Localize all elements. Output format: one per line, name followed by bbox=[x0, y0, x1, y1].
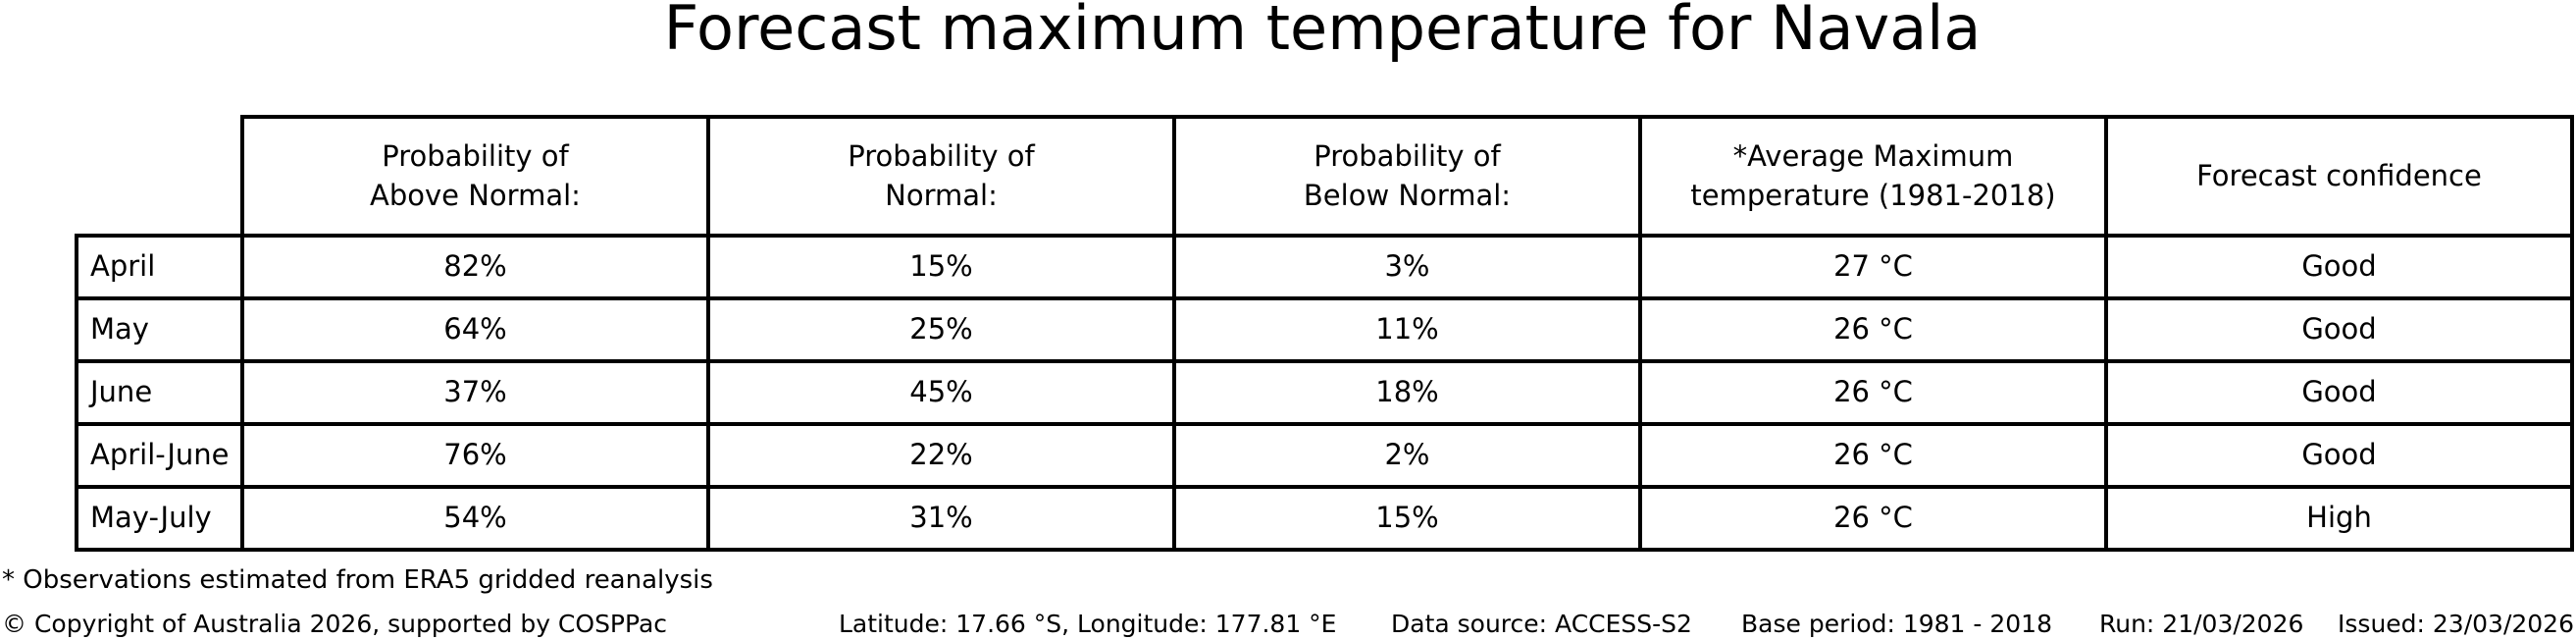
table-cell: 25% bbox=[706, 296, 1176, 363]
table-cell: 18% bbox=[1172, 359, 1642, 426]
page-title: Forecast maximum temperature for Navala bbox=[663, 0, 1982, 64]
table-cell: 15% bbox=[706, 234, 1176, 300]
table-cell: 82% bbox=[240, 234, 710, 300]
table-row-april-june: April-June 76% 22% 2% 26 °C Good bbox=[75, 422, 2574, 489]
table-cell: High bbox=[2104, 485, 2574, 552]
table-cell: 15% bbox=[1172, 485, 1642, 552]
table-cell: Good bbox=[2104, 422, 2574, 489]
table-cell: 3% bbox=[1172, 234, 1642, 300]
row-label: June bbox=[75, 359, 244, 426]
table-cell: 64% bbox=[240, 296, 710, 363]
table-cell: 26 °C bbox=[1638, 485, 2108, 552]
table-cell: Good bbox=[2104, 234, 2574, 300]
table-row-april: April 82% 15% 3% 27 °C Good bbox=[75, 234, 2574, 300]
table-cell: 76% bbox=[240, 422, 710, 489]
table-cell: 31% bbox=[706, 485, 1176, 552]
lat-lon-text: Latitude: 17.66 °S, Longitude: 177.81 °E bbox=[839, 610, 1337, 638]
data-source-text: Data source: ACCESS-S2 bbox=[1391, 610, 1692, 638]
table-header-row: Probability of Above Normal: Probability… bbox=[77, 115, 2574, 238]
table-cell: 54% bbox=[240, 485, 710, 552]
table-cell: 26 °C bbox=[1638, 422, 2108, 489]
row-label: April-June bbox=[75, 422, 244, 489]
corner-spacer-cell bbox=[77, 117, 242, 236]
table-cell: 27 °C bbox=[1638, 234, 2108, 300]
table-cell: Good bbox=[2104, 296, 2574, 363]
issued-date-text: Issued: 23/03/2026 bbox=[2338, 610, 2574, 638]
column-header-above-normal: Probability of Above Normal: bbox=[240, 115, 710, 238]
column-header-forecast-confidence: Forecast confidence bbox=[2104, 115, 2574, 238]
copyright-text: © Copyright of Australia 2026, supported… bbox=[2, 610, 668, 638]
column-header-normal: Probability of Normal: bbox=[706, 115, 1176, 238]
table-row-may-july: May-July 54% 31% 15% 26 °C High bbox=[75, 485, 2574, 552]
row-label: April bbox=[75, 234, 244, 300]
table-cell: 26 °C bbox=[1638, 359, 2108, 426]
table-row-june: June 37% 45% 18% 26 °C Good bbox=[75, 359, 2574, 426]
table-cell: Good bbox=[2104, 359, 2574, 426]
table-cell: 22% bbox=[706, 422, 1176, 489]
run-date-text: Run: 21/03/2026 bbox=[2099, 610, 2304, 638]
column-header-below-normal: Probability of Below Normal: bbox=[1172, 115, 1642, 238]
forecast-table: Probability of Above Normal: Probability… bbox=[75, 115, 2574, 552]
table-cell: 2% bbox=[1172, 422, 1642, 489]
table-cell: 11% bbox=[1172, 296, 1642, 363]
table-row-may: May 64% 25% 11% 26 °C Good bbox=[75, 296, 2574, 363]
row-label: May bbox=[75, 296, 244, 363]
table-cell: 37% bbox=[240, 359, 710, 426]
table-cell: 45% bbox=[706, 359, 1176, 426]
table-cell: 26 °C bbox=[1638, 296, 2108, 363]
footnote-era5: * Observations estimated from ERA5 gridd… bbox=[2, 565, 713, 595]
column-header-average-max-temp: *Average Maximum temperature (1981-2018) bbox=[1638, 115, 2108, 238]
base-period-text: Base period: 1981 - 2018 bbox=[1741, 610, 2052, 638]
row-label: May-July bbox=[75, 485, 244, 552]
